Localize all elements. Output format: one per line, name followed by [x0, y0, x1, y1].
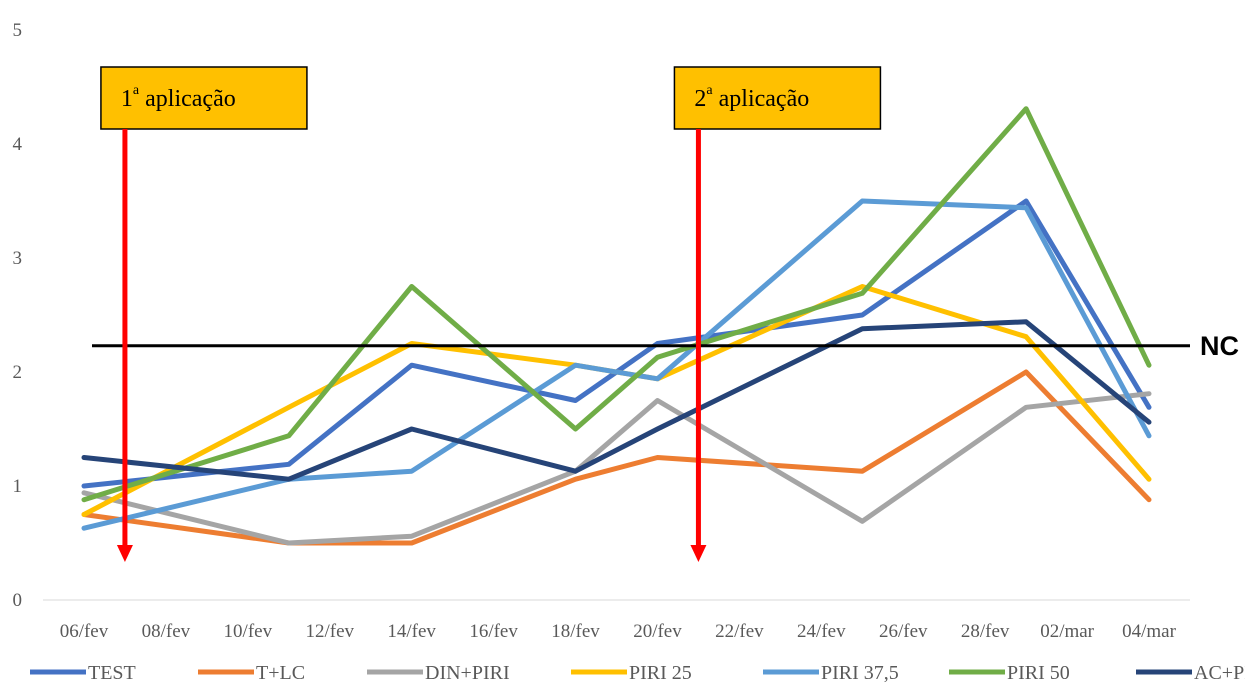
x-tick-label-12: 02/mar — [1040, 621, 1094, 642]
series-line-t-lc — [81, 369, 1152, 546]
y-tick-label-4: 4 — [13, 134, 23, 155]
x-tick-label-7: 20/fev — [633, 621, 682, 642]
annotations: 1a aplicação 2a aplicação — [100, 66, 882, 562]
legend-label-piri-50: PIRI 50 — [1007, 662, 1070, 684]
legend-label-test: TEST — [88, 662, 136, 684]
x-tick-label-9: 24/fev — [797, 621, 846, 642]
legend: TEST T+LC DIN+PIRI PIRI 25 PIRI 37,5 PIRI 50 A… — [30, 662, 1245, 684]
annotation-arrowhead-1 — [116, 545, 133, 562]
annotation-label-1: 1a aplicação — [121, 83, 236, 112]
x-tick-label-13: 04/mar — [1122, 621, 1176, 642]
x-tick-label-5: 16/fev — [469, 621, 518, 642]
series-line-piri-25 — [81, 284, 1152, 517]
y-tick-label-3: 3 — [13, 248, 23, 269]
x-tick-label-8: 22/fev — [715, 621, 764, 642]
legend-label-ac-piri: AC+PIRI — [1194, 662, 1245, 684]
x-tick-label-3: 12/fev — [305, 621, 354, 642]
legend-label-piri-25: PIRI 25 — [629, 662, 692, 684]
legend-label-din-piri: DIN+PIRI — [425, 662, 510, 684]
annotation-box-2 — [673, 66, 882, 130]
annotation-arrowhead-2 — [690, 545, 707, 562]
x-tick-label-2: 10/fev — [224, 621, 273, 642]
y-tick-label-2: 2 — [13, 362, 23, 383]
annotation-box-1 — [100, 66, 308, 130]
x-tick-label-0: 06/fev — [60, 621, 109, 642]
series-line-piri-37-5 — [81, 198, 1152, 531]
y-tick-label-5: 5 — [13, 20, 23, 41]
x-tick-label-1: 08/fev — [142, 621, 191, 642]
series-lines — [81, 106, 1152, 546]
x-tick-label-4: 14/fev — [387, 621, 436, 642]
y-axis-ticks: 0 1 2 3 4 5 — [13, 20, 23, 611]
series-line-ac-piri — [81, 319, 1152, 482]
x-tick-label-6: 18/fev — [551, 621, 600, 642]
y-tick-label-1: 1 — [13, 476, 23, 497]
series-line-din-piri — [81, 391, 1152, 546]
annotation-label-2: 2a aplicação — [694, 83, 809, 112]
threshold-label: NC — [1200, 331, 1239, 361]
x-tick-label-10: 26/fev — [879, 621, 928, 642]
series-line-test — [81, 198, 1152, 489]
legend-label-piri-37-5: PIRI 37,5 — [821, 662, 899, 684]
x-tick-label-11: 28/fev — [961, 621, 1010, 642]
threshold-line-group: NC — [92, 331, 1239, 361]
x-axis-ticks: 06/fev 08/fev 10/fev 12/fev 14/fev 16/fev 18/f… — [60, 621, 1177, 642]
series-line-piri-50 — [81, 106, 1152, 503]
y-tick-label-0: 0 — [13, 590, 23, 611]
legend-label-t-lc: T+LC — [256, 662, 305, 684]
